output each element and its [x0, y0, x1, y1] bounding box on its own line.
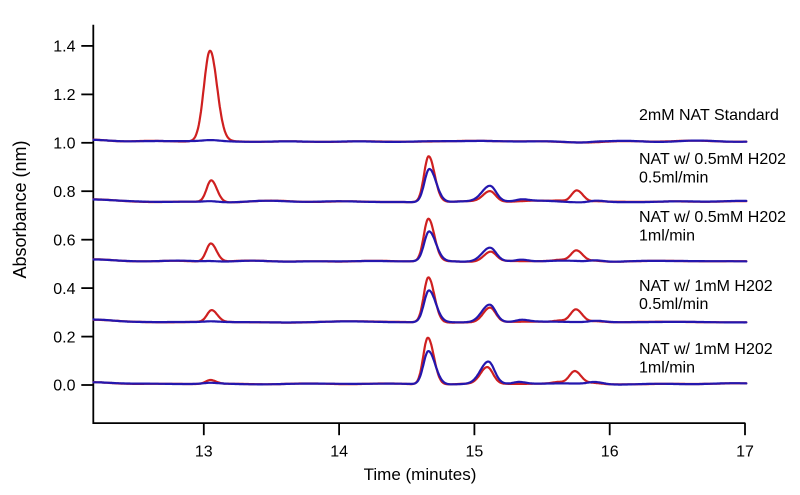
svg-text:16: 16 [601, 444, 619, 461]
svg-text:0.5ml/min: 0.5ml/min [639, 170, 708, 187]
svg-text:17: 17 [736, 444, 754, 461]
svg-text:1ml/min: 1ml/min [639, 360, 695, 377]
svg-text:1.2: 1.2 [53, 87, 75, 104]
svg-text:2mM NAT Standard: 2mM NAT Standard [639, 107, 779, 124]
svg-text:1ml/min: 1ml/min [639, 228, 695, 245]
svg-text:NAT w/ 0.5mM H202: NAT w/ 0.5mM H202 [639, 209, 786, 226]
svg-text:14: 14 [330, 444, 348, 461]
svg-text:NAT w/ 0.5mM H202: NAT w/ 0.5mM H202 [639, 151, 786, 168]
svg-text:1.4: 1.4 [53, 39, 75, 56]
svg-text:0.0: 0.0 [53, 378, 75, 395]
svg-text:NAT w/ 1mM H202: NAT w/ 1mM H202 [639, 341, 773, 358]
svg-text:15: 15 [466, 444, 484, 461]
svg-text:0.4: 0.4 [53, 281, 75, 298]
svg-text:NAT w/ 1mM H202: NAT w/ 1mM H202 [639, 278, 773, 295]
svg-text:Time (minutes): Time (minutes) [364, 465, 477, 484]
svg-text:0.2: 0.2 [53, 329, 75, 346]
svg-text:13: 13 [195, 444, 213, 461]
svg-text:0.8: 0.8 [53, 184, 75, 201]
svg-text:Absorbance (nm): Absorbance (nm) [10, 140, 30, 278]
svg-text:1.0: 1.0 [53, 136, 75, 153]
svg-text:0.5ml/min: 0.5ml/min [639, 296, 708, 313]
svg-text:0.6: 0.6 [53, 232, 75, 249]
